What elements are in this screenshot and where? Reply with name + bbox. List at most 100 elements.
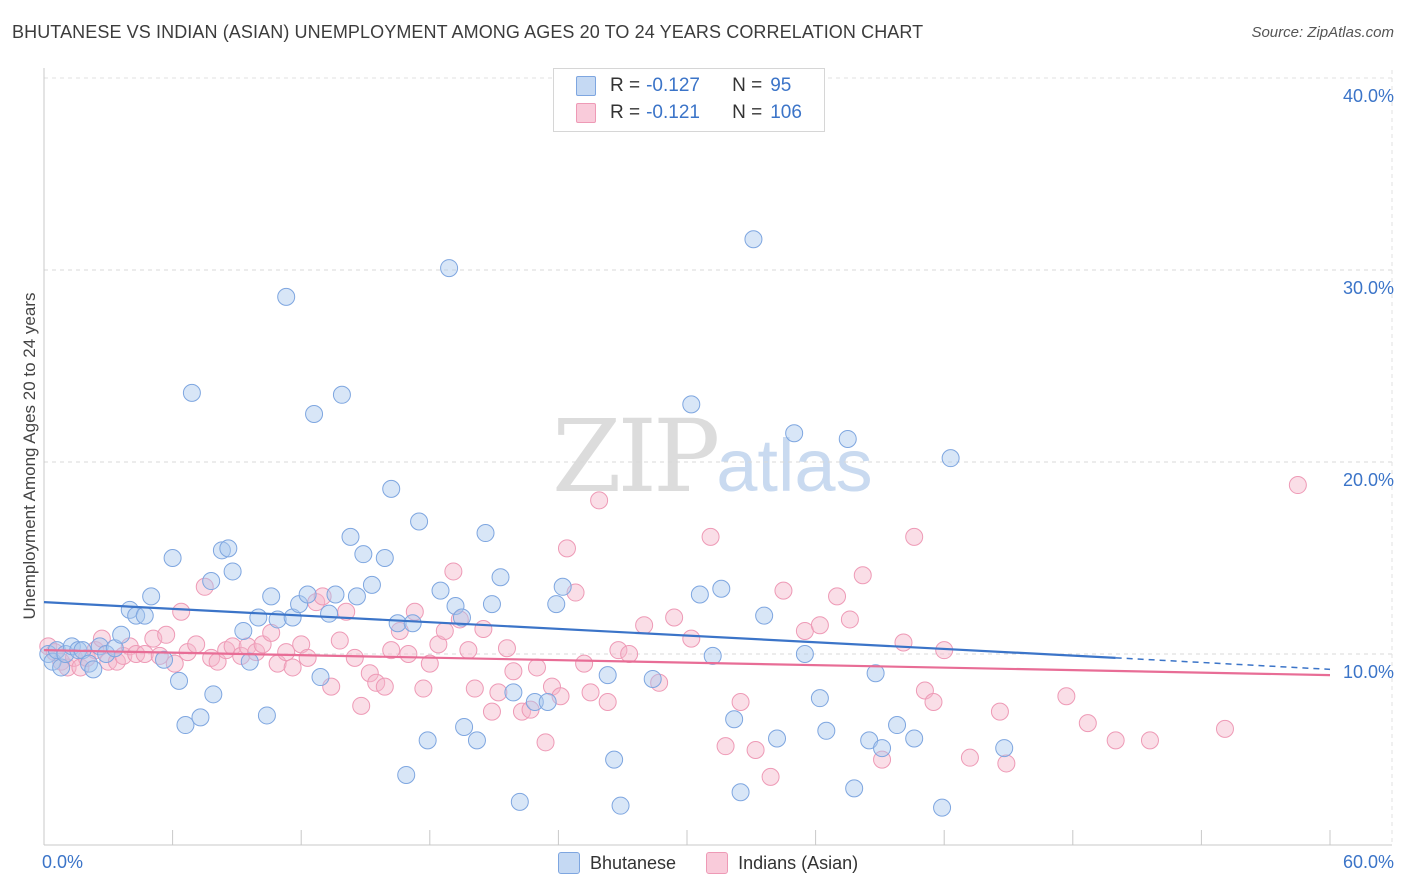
indians-point (527, 658, 546, 677)
indians-point (444, 562, 463, 581)
indians-point (352, 696, 371, 715)
bhutanese-point (204, 685, 223, 704)
indians-point (853, 566, 872, 585)
bhutanese-point (838, 429, 857, 448)
bhutanese-point (240, 652, 259, 671)
indians-point (716, 737, 735, 756)
bhutanese-point (611, 796, 630, 815)
series-legend: Bhutanese Indians (Asian) (558, 852, 888, 874)
bhutanese-point (52, 658, 71, 677)
legend-item-bhutanese[interactable]: Bhutanese (558, 852, 676, 874)
bhutanese-point (703, 646, 722, 665)
bhutanese-point (223, 562, 242, 581)
indians-point (232, 646, 251, 665)
bhutanese-point (598, 666, 617, 685)
bhutanese-point (810, 689, 829, 708)
indians-point (701, 527, 720, 546)
watermark-atlas: atlas (716, 424, 873, 507)
indians-asian-points (39, 476, 1307, 786)
indians-point (482, 702, 501, 721)
gridlines (44, 70, 1393, 845)
indians-point (165, 654, 184, 673)
trend-lines (43, 601, 1331, 677)
bhutanese-point (326, 585, 345, 604)
legend-n-value: 106 (770, 102, 802, 123)
bhutanese-point (491, 568, 510, 587)
bhutanese-point (305, 405, 324, 423)
y-tick-label: 10.0% (1342, 662, 1394, 682)
indians-point (157, 625, 176, 644)
indians-point (298, 648, 317, 667)
indians-point (497, 639, 516, 658)
legend-label-bhutanese: Bhutanese (590, 852, 677, 873)
bhutanese-trend-extension (1115, 657, 1331, 671)
bhutanese-point (249, 608, 268, 627)
legend-n-label: N = (732, 75, 763, 96)
indians-point (746, 741, 765, 759)
bhutanese-point (320, 604, 339, 623)
bhutanese-point (605, 750, 624, 769)
indians-point (581, 683, 600, 702)
bhutanese-point (547, 595, 566, 614)
bhutanese-point (725, 710, 744, 729)
indians-point (682, 629, 701, 648)
indians-point (465, 679, 484, 698)
legend-item-indians[interactable]: Indians (Asian) (706, 852, 858, 874)
bhutanese-point (388, 614, 407, 633)
bhutanese-point (257, 706, 276, 725)
bhutanese-point (170, 671, 189, 690)
indians-point (1057, 687, 1076, 706)
legend-r-label: R = (610, 102, 641, 123)
indians-point (277, 643, 296, 662)
bhutanese-point (941, 449, 960, 468)
indians-point (414, 679, 433, 698)
bhutanese-point (482, 595, 501, 614)
legend-row-indians: R = -0.121 N = 106 (576, 101, 802, 125)
legend-swatch-blue (576, 76, 596, 96)
bhutanese-trend-line (43, 601, 1116, 659)
legend-swatch-pink (576, 103, 596, 123)
bhutanese-point (731, 783, 750, 802)
indians-point (598, 693, 617, 711)
bhutanese-point (744, 230, 763, 249)
y-axis-label: Unemployment Among Ages 20 to 24 years (20, 292, 39, 620)
indians-point (665, 608, 684, 627)
axes (43, 68, 1392, 846)
indians-point (405, 602, 424, 621)
legend-r-value: -0.127 (646, 75, 700, 96)
watermark: ZIPatlas (552, 398, 873, 515)
bhutanese-point (191, 708, 210, 727)
bhutanese-point (440, 259, 459, 278)
x-tick-label-min: 0.0% (42, 852, 84, 872)
indians-point (635, 616, 654, 635)
bhutanese-point (467, 731, 486, 750)
bhutanese-point (397, 765, 416, 784)
indians-point (1288, 476, 1307, 495)
legend-row-bhutanese: R = -0.127 N = 95 (576, 74, 791, 98)
indians-point (435, 621, 454, 640)
x-tick-label-max: 60.0% (1342, 852, 1394, 872)
bhutanese-point (112, 625, 131, 644)
bhutanese-point (97, 645, 116, 663)
legend-n-label: N = (732, 102, 763, 123)
bhutanese-point (888, 716, 907, 735)
indians-point (345, 648, 364, 667)
legend-r-value: -0.121 (646, 102, 700, 123)
indians-point (590, 491, 609, 510)
indians-point (997, 754, 1016, 773)
bhutanese-point (452, 608, 471, 627)
bhutanese-point (455, 717, 474, 736)
bhutanese-point (84, 660, 103, 679)
legend-label-indians: Indians (Asian) (738, 852, 859, 873)
bhutanese-point (298, 585, 317, 604)
indians-point (731, 693, 750, 711)
indians-point (1215, 719, 1234, 738)
indians-point (894, 633, 913, 652)
indians-point (489, 683, 508, 702)
bhutanese-point (643, 669, 662, 688)
bhutanese-point (135, 606, 154, 625)
indians-point (399, 645, 418, 663)
indians-point (382, 641, 401, 660)
bhutanese-point (182, 383, 201, 402)
indians-point (283, 658, 302, 677)
